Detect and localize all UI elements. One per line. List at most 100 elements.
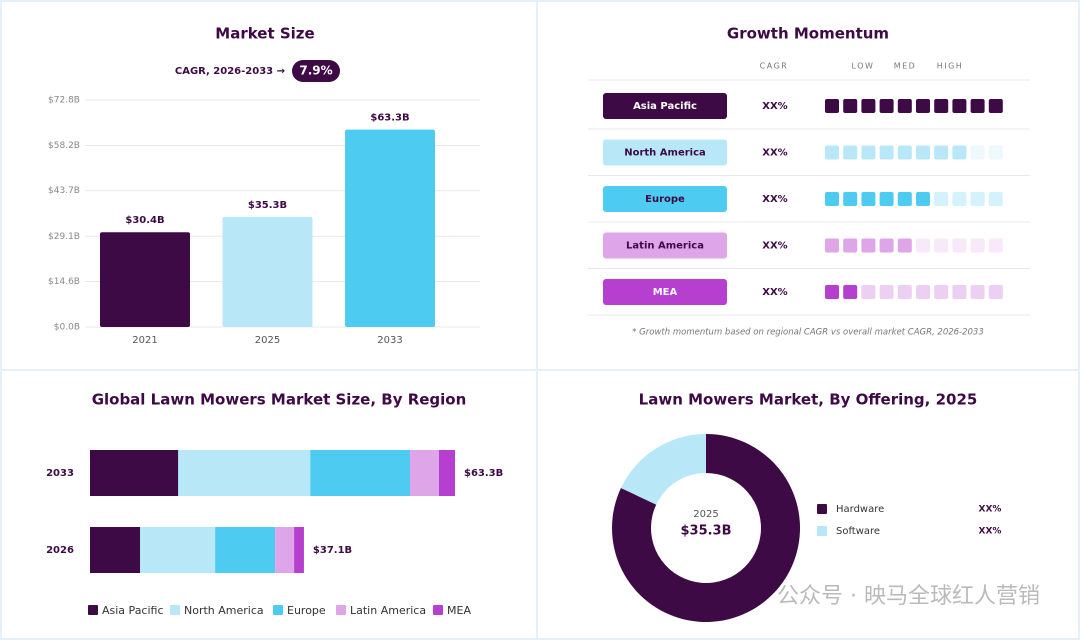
momentum-square — [952, 99, 967, 113]
legend-swatch — [170, 605, 180, 615]
y-tick-label: 2026 — [46, 545, 74, 556]
region-label: North America — [624, 148, 706, 159]
y-tick-label: $29.1B — [48, 232, 80, 242]
footnote: * Growth momentum based on regional CAGR… — [632, 328, 984, 338]
momentum-square — [879, 285, 894, 299]
region-pill — [603, 232, 727, 259]
legend-swatch — [433, 605, 443, 615]
momentum-square — [970, 285, 985, 299]
cagr-value: XX% — [762, 241, 787, 252]
momentum-square — [916, 192, 930, 206]
donut-segment — [620, 434, 706, 505]
y-tick-label: $72.8B — [48, 96, 80, 106]
bar-segment — [215, 527, 276, 573]
region-pill — [603, 139, 727, 166]
momentum-meter — [825, 145, 1003, 160]
momentum-square — [825, 145, 839, 160]
momentum-square — [988, 238, 1003, 253]
legend-label: Hardware — [836, 504, 884, 515]
bar-segment — [178, 450, 311, 496]
cagr-value: XX% — [762, 101, 787, 112]
momentum-square — [970, 192, 985, 206]
momentum-square — [861, 238, 876, 253]
total-label: $63.3B — [464, 468, 503, 479]
cagr-value: XX% — [762, 287, 787, 298]
momentum-square — [934, 145, 949, 160]
momentum-square — [934, 238, 949, 253]
region-pill — [603, 93, 727, 119]
momentum-square — [879, 238, 894, 253]
bar — [222, 216, 313, 327]
chart-title: Lawn Mowers Market, By Offering, 2025 — [639, 391, 978, 409]
watermark: 公众号 · 映马全球红人营销 — [777, 584, 1040, 609]
chart-title: Market Size — [215, 25, 314, 43]
region-label: Europe — [645, 194, 685, 205]
legend-swatch — [88, 605, 98, 615]
momentum-square — [825, 192, 839, 206]
x-tick-label: 2033 — [377, 335, 402, 346]
column-header: CAGR — [760, 62, 789, 71]
cagr-value: XX% — [762, 148, 787, 159]
bar-segment — [310, 450, 411, 496]
region-label: Latin America — [626, 241, 704, 252]
bar-segment — [90, 527, 141, 573]
momentum-square — [952, 192, 967, 206]
center-title: 2025 — [693, 509, 718, 520]
bar-segment — [140, 527, 216, 573]
bar — [345, 129, 435, 327]
legend-swatch — [817, 504, 827, 514]
momentum-meter — [825, 238, 1003, 253]
region-pill — [603, 186, 727, 212]
x-tick-label: 2021 — [132, 335, 157, 346]
legend-label: North America — [184, 604, 264, 617]
total-label: $37.1B — [313, 545, 352, 556]
momentum-square — [861, 192, 876, 206]
momentum-square — [988, 99, 1003, 113]
momentum-square — [843, 285, 858, 299]
legend-swatch — [273, 605, 283, 615]
momentum-square — [897, 192, 912, 206]
center-label: $35.3B — [680, 524, 731, 539]
momentum-square — [916, 238, 930, 253]
y-tick-label: $14.6B — [48, 277, 80, 287]
momentum-square — [934, 99, 949, 113]
bar-segment — [410, 450, 439, 496]
y-tick-label: $58.2B — [48, 141, 80, 151]
legend-label: Latin America — [350, 604, 426, 617]
momentum-meter — [825, 99, 1003, 113]
momentum-square — [843, 238, 858, 253]
momentum-square — [916, 285, 930, 299]
momentum-square — [861, 145, 876, 160]
momentum-square — [988, 145, 1003, 160]
momentum-square — [916, 145, 930, 160]
chart-title: Growth Momentum — [727, 25, 889, 43]
legend-swatch — [817, 526, 827, 536]
momentum-square — [843, 192, 858, 206]
bar — [100, 232, 190, 327]
momentum-square — [897, 99, 912, 113]
momentum-square — [952, 285, 967, 299]
momentum-square — [879, 192, 894, 206]
momentum-square — [861, 285, 876, 299]
legend-label: Software — [836, 526, 880, 537]
y-tick-label: $0.0B — [54, 323, 80, 333]
momentum-square — [861, 99, 876, 113]
data-label: $30.4B — [125, 215, 164, 226]
momentum-square — [879, 99, 894, 113]
y-tick-label: 2033 — [46, 468, 74, 479]
momentum-square — [843, 99, 858, 113]
legend-label: Europe — [287, 604, 326, 617]
momentum-meter — [825, 285, 1003, 299]
data-label: $63.3B — [370, 113, 409, 124]
momentum-square — [988, 192, 1003, 206]
momentum-square — [897, 145, 912, 160]
y-tick-label: $43.7B — [48, 186, 80, 196]
value-label: XX% — [979, 527, 1002, 537]
value-label: XX% — [979, 505, 1002, 515]
x-tick-label: 2025 — [255, 335, 280, 346]
region-label: Asia Pacific — [633, 101, 697, 112]
momentum-square — [970, 238, 985, 253]
momentum-square — [934, 285, 949, 299]
